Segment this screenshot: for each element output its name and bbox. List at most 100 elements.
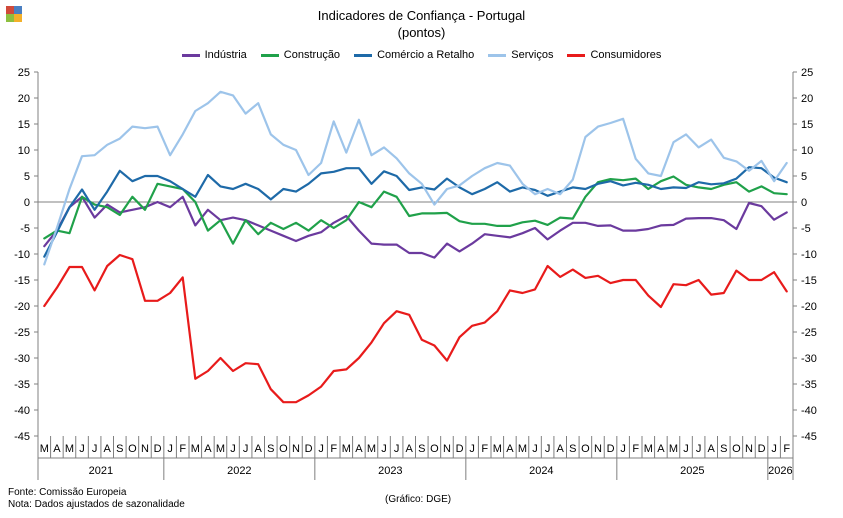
year-label: 2022 xyxy=(227,465,251,477)
y-tick-label-left: -10 xyxy=(14,249,30,261)
x-tick-label: M xyxy=(518,443,527,455)
x-tick-label: D xyxy=(758,443,766,455)
x-tick-label: J xyxy=(243,443,249,455)
x-tick-label: N xyxy=(745,443,753,455)
legend-item-construcao: Construção xyxy=(260,49,341,61)
series-line-0 xyxy=(43,195,788,259)
x-tick-label: M xyxy=(216,443,225,455)
x-tick-label: S xyxy=(267,443,274,455)
y-tick-label-left: 20 xyxy=(18,93,30,105)
series-line-4 xyxy=(43,253,788,404)
y-tick-label-left: -15 xyxy=(14,275,30,287)
x-tick-label: A xyxy=(255,443,263,455)
x-tick-label: A xyxy=(557,443,565,455)
legend-label-servicos: Serviços xyxy=(511,49,554,61)
x-tick-label: S xyxy=(418,443,425,455)
x-tick-label: M xyxy=(493,443,502,455)
x-tick-label: J xyxy=(381,443,387,455)
x-tick-label: J xyxy=(696,443,702,455)
y-tick-label-right: -45 xyxy=(801,431,817,443)
footer-credit: (Gráfico: DGE) xyxy=(385,494,452,505)
x-tick-label: S xyxy=(116,443,123,455)
x-tick-label: A xyxy=(355,443,363,455)
legend-item-industria: Indústria xyxy=(181,49,247,61)
x-tick-label: J xyxy=(167,443,173,455)
year-label: 2021 xyxy=(89,465,113,477)
y-tick-label-left: -20 xyxy=(14,301,30,313)
y-tick-label-right: -10 xyxy=(801,249,817,261)
x-tick-label: J xyxy=(532,443,538,455)
x-tick-label: S xyxy=(720,443,727,455)
series-line-3 xyxy=(43,90,788,266)
x-tick-label: J xyxy=(683,443,689,455)
legend-swatch-consumidores xyxy=(567,53,586,57)
x-tick-label: O xyxy=(128,443,137,455)
chart-subtitle: (pontos) xyxy=(397,25,446,40)
x-tick-label: M xyxy=(644,443,653,455)
y-tick-label-left: 5 xyxy=(24,171,30,183)
y-tick-label-right: -30 xyxy=(801,353,817,365)
x-tick-label: J xyxy=(771,443,777,455)
x-tick-label: J xyxy=(469,443,475,455)
series-line-1 xyxy=(43,175,788,245)
x-tick-label: O xyxy=(279,443,288,455)
x-tick-label: A xyxy=(104,443,112,455)
x-tick-label: J xyxy=(394,443,400,455)
x-tick-label: F xyxy=(179,443,186,455)
x-tick-label: O xyxy=(581,443,590,455)
x-tick-label: A xyxy=(406,443,414,455)
year-label: 2024 xyxy=(529,465,553,477)
x-tick-label: J xyxy=(545,443,551,455)
x-tick-label: J xyxy=(620,443,626,455)
y-tick-label-right: 0 xyxy=(801,197,807,209)
y-tick-label-right: -20 xyxy=(801,301,817,313)
x-tick-label: S xyxy=(569,443,576,455)
x-tick-label: F xyxy=(783,443,790,455)
x-tick-label: N xyxy=(594,443,602,455)
x-tick-label: D xyxy=(154,443,162,455)
y-tick-label-right: 15 xyxy=(801,119,813,131)
y-tick-label-right: -35 xyxy=(801,379,817,391)
series-line-2 xyxy=(43,166,788,258)
legend-swatch-comercio xyxy=(354,53,373,57)
legend-item-consumidores: Consumidores xyxy=(567,49,661,61)
y-tick-label-left: 0 xyxy=(24,197,30,209)
y-tick-label-right: -5 xyxy=(801,223,811,235)
x-tick-label: J xyxy=(318,443,324,455)
x-tick-label: M xyxy=(65,443,74,455)
year-label: 2023 xyxy=(378,465,402,477)
y-tick-label-right: -40 xyxy=(801,405,817,417)
x-tick-label: O xyxy=(732,443,741,455)
dge-logo xyxy=(6,6,22,22)
y-tick-label-left: -25 xyxy=(14,327,30,339)
y-tick-label-left: -40 xyxy=(14,405,30,417)
logo-square-green xyxy=(6,14,14,22)
chart-title: Indicadores de Confiança - Portugal xyxy=(317,8,526,23)
legend-swatch-servicos xyxy=(488,53,507,57)
y-tick-label-right: -25 xyxy=(801,327,817,339)
x-tick-label: A xyxy=(53,443,61,455)
y-tick-label-left: 15 xyxy=(18,119,30,131)
x-tick-label: J xyxy=(79,443,85,455)
x-tick-label: M xyxy=(40,443,49,455)
legend-swatch-industria xyxy=(181,53,200,57)
logo-square-yellow xyxy=(14,14,22,22)
x-tick-label: M xyxy=(669,443,678,455)
x-tick-label: O xyxy=(430,443,439,455)
x-tick-label: A xyxy=(204,443,212,455)
x-tick-label: F xyxy=(481,443,488,455)
x-tick-label: N xyxy=(443,443,451,455)
y-tick-label-left: -45 xyxy=(14,431,30,443)
y-tick-label-right: -15 xyxy=(801,275,817,287)
y-tick-label-right: 5 xyxy=(801,171,807,183)
x-tick-label: D xyxy=(607,443,615,455)
x-tick-label: M xyxy=(191,443,200,455)
x-tick-label: F xyxy=(330,443,337,455)
x-tick-label: J xyxy=(92,443,98,455)
y-tick-label-right: 10 xyxy=(801,145,813,157)
y-tick-label-left: -35 xyxy=(14,379,30,391)
legend-label-comercio: Comércio a Retalho xyxy=(377,49,475,61)
x-tick-label: A xyxy=(506,443,514,455)
legend-label-construcao: Construção xyxy=(283,49,341,61)
